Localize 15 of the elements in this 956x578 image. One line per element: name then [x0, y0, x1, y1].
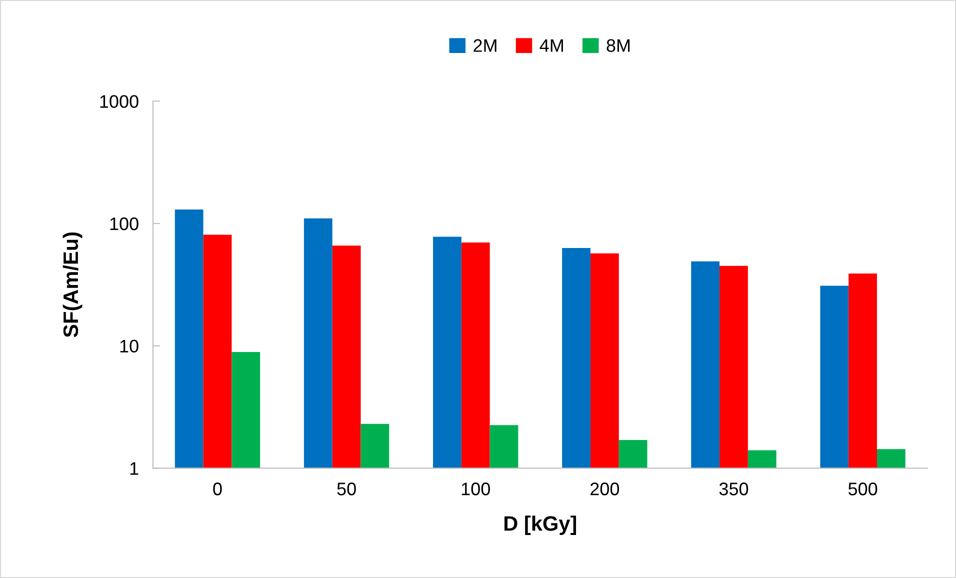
legend-label: 4M — [540, 39, 563, 52]
x-tick-label: 50 — [337, 482, 356, 496]
y-tick-label: 100 — [110, 217, 138, 230]
x-axis-title: D [kGy] — [504, 516, 576, 535]
x-tick-label: 100 — [462, 482, 490, 496]
y-tick-label: 10 — [120, 340, 138, 353]
legend-label: 8M — [606, 39, 630, 52]
legend-label: 2M — [474, 39, 496, 52]
x-tick-label: 200 — [590, 482, 620, 496]
x-tick-label: 350 — [719, 482, 748, 496]
y-tick-label: 1 — [130, 462, 138, 475]
x-tick-label: 0 — [213, 482, 222, 496]
x-tick-label: 500 — [848, 482, 878, 496]
y-tick-label: 1000 — [100, 95, 138, 108]
y-axis-title: SF(Am/Eu) — [62, 232, 82, 338]
